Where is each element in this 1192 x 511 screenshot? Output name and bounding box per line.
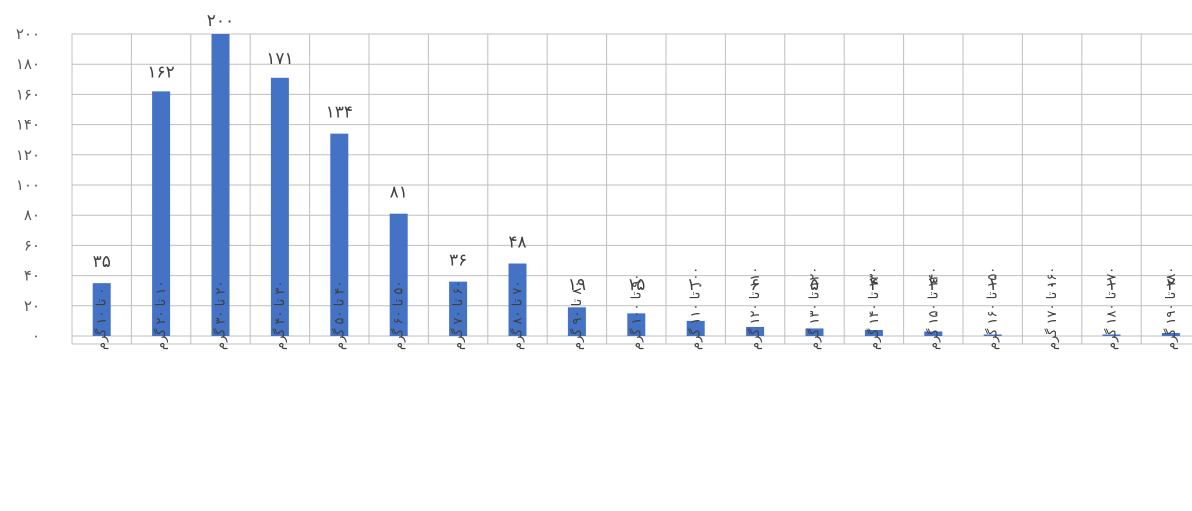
y-tick-label: ۱۲۰ (16, 146, 40, 164)
bar (211, 34, 230, 336)
data-label: ۱۹ (568, 275, 586, 295)
data-label: ۳۶ (449, 251, 467, 271)
y-tick-label: ۱۸۰ (16, 55, 40, 73)
bar (627, 313, 646, 336)
bar (864, 329, 883, 336)
y-tick-label: ۶۰ (24, 236, 40, 254)
data-label: ۱۶۲ (147, 62, 174, 82)
bar (508, 263, 527, 336)
bar (686, 320, 705, 336)
bar (330, 133, 349, 336)
y-tick-label: ۰ (32, 327, 40, 345)
data-label: ۱۷۱ (266, 49, 293, 69)
data-label: ۰ (1048, 275, 1057, 295)
y-tick-label: ۱۶۰ (16, 85, 40, 103)
bar (567, 307, 586, 336)
data-label: ۱۰ (687, 275, 705, 295)
y-tick-label: ۱۴۰ (16, 116, 40, 134)
data-label: ۲۰۰ (207, 11, 234, 31)
bar (92, 283, 111, 336)
x-category-label: ۱۰۰ تا ۱۱۰ گرم (688, 267, 704, 350)
bar (389, 213, 408, 336)
x-category-label: ۱۴۰ تا ۱۵۰ گرم (925, 267, 941, 350)
y-tick-label: ۱۰۰ (16, 176, 40, 194)
y-tick-label: ۲۰۰ (16, 25, 40, 43)
bar (152, 91, 171, 336)
x-category-label: ۲۰ تا ۳۰ گرم (213, 281, 229, 350)
x-category-label: ۱۰ تا ۲۰ گرم (153, 281, 169, 350)
data-label: ۸۱ (390, 183, 408, 203)
bar (270, 77, 289, 336)
data-label: ۱ (988, 275, 997, 295)
x-category-label: ۱۱۰ تا ۱۲۰ گرم (747, 267, 763, 350)
gridlines (71, 33, 1192, 345)
y-tick-label: ۸۰ (24, 206, 40, 224)
data-label: ۱۵ (627, 275, 645, 295)
x-category-label: ۵۰ تا ۶۰ گرم (391, 281, 407, 350)
x-category-label: ۶۰ تا ۷۰ گرم (450, 281, 466, 350)
bar (924, 331, 943, 336)
y-tick-label: ۲۰ (24, 297, 40, 315)
x-category-label: ۴۰ تا ۵۰ گرم (331, 281, 347, 350)
data-label: ۳۵ (93, 252, 111, 272)
data-label: ۴۸ (508, 233, 526, 253)
x-category-label: ۱۸۰ تا ۱۹۰ گرم (1163, 267, 1179, 350)
x-category-label: ۳۰ تا ۴۰ گرم (272, 281, 288, 350)
data-label: ۲ (1166, 275, 1175, 295)
data-label: ۱۳۴ (326, 103, 353, 123)
data-label: ۴ (869, 275, 878, 295)
x-axis-ticks: ۰ تا ۱۰ گرم ۱۰ تا ۲۰ گرم ۲۰ تا ۳۰ گرم ۳۰ تا… (94, 267, 1179, 350)
y-tick-label: ۴۰ (24, 267, 40, 285)
y-axis-ticks: ۰ ۲۰ ۴۰ ۶۰ ۸۰ ۱۰۰ ۱۲۰ ۱۴۰ ۱۶۰ ۱۸۰ ۲۰۰ (16, 25, 40, 345)
data-label: ۳ (929, 275, 938, 295)
x-category-label: ۱۲۰ تا ۱۳۰ گرم (807, 267, 823, 350)
x-category-label: ۱۳۰ تا ۱۴۰ گرم (866, 267, 882, 350)
bar (1102, 334, 1121, 336)
x-category-label: ۱۵۰ تا ۱۶۰ گرم (985, 267, 1001, 350)
bar (1161, 332, 1180, 336)
data-label: ۵ (810, 275, 819, 295)
x-category-label: ۸۰ تا ۹۰ گرم (569, 281, 585, 350)
x-category-label: ۰ تا ۱۰ گرم (94, 288, 110, 350)
bar (983, 334, 1002, 336)
data-label: ۶ (751, 275, 760, 295)
bar (805, 328, 824, 336)
bar (449, 281, 468, 336)
bars (92, 34, 1180, 336)
x-category-label: ۱۷۰ تا ۱۸۰ گرم (1104, 267, 1120, 350)
x-category-label: ۱۶۰ تا ۱۷۰ گرم (1044, 267, 1060, 350)
data-label: ۱ (1107, 275, 1116, 295)
x-category-label: ۹۰ تا ۱۰۰ گرم (628, 274, 644, 350)
bar (746, 326, 765, 336)
x-category-label: ۷۰ تا ۸۰ گرم (510, 281, 526, 350)
